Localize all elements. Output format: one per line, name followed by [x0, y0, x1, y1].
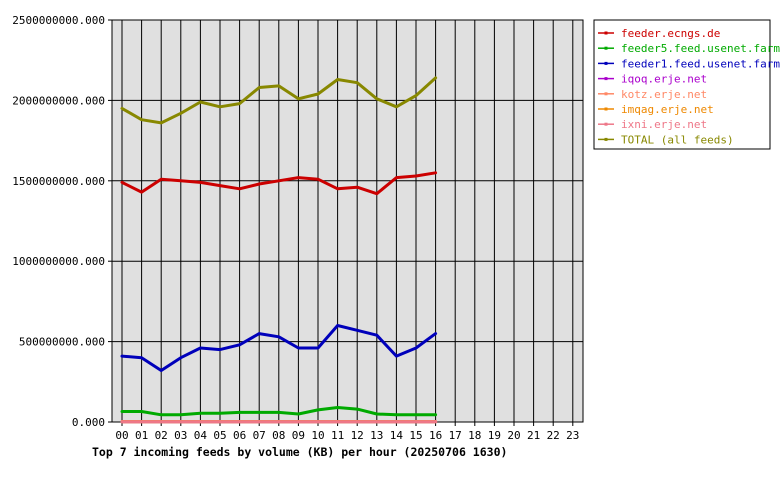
x-tick-label: 17	[449, 429, 462, 442]
x-tick-label: 14	[390, 429, 404, 442]
y-tick-label: 500000000.000	[19, 336, 105, 349]
x-tick-label: 01	[135, 429, 148, 442]
y-tick-label: 1000000000.000	[12, 255, 105, 268]
legend-marker	[604, 77, 608, 81]
legend-label: imqag.erje.net	[621, 103, 714, 116]
x-tick-label: 06	[233, 429, 246, 442]
x-tick-label: 08	[272, 429, 285, 442]
series-line	[120, 171, 438, 196]
legend-marker	[604, 107, 608, 111]
x-tick-label: 23	[566, 429, 579, 442]
x-tick-label: 22	[547, 429, 560, 442]
series-line	[120, 406, 438, 417]
legend-label: feeder5.feed.usenet.farm	[621, 42, 780, 55]
legend-marker	[604, 92, 608, 96]
legend-label: kotz.erje.net	[621, 88, 707, 101]
legend-label: feeder1.feed.usenet.farm	[621, 57, 780, 70]
x-tick-label: 07	[253, 429, 266, 442]
legend-label: TOTAL (all feeds)	[621, 133, 734, 146]
series-line	[120, 324, 438, 372]
x-axis-ticks: 00 01 02 03 04 05 06 07 08 09 10 11 12 13 14 15 16 17 18 19…	[115, 422, 579, 442]
legend-marker	[604, 137, 608, 141]
x-tick-label: 04	[194, 429, 208, 442]
x-tick-label: 19	[488, 429, 501, 442]
plot-area	[111, 19, 584, 423]
x-tick-label: 16	[429, 429, 442, 442]
x-tick-label: 21	[527, 429, 540, 442]
series-line	[120, 76, 438, 125]
legend-label: feeder.ecngs.de	[621, 27, 720, 40]
x-tick-label: 12	[351, 429, 364, 442]
x-tick-label: 09	[292, 429, 305, 442]
legend-marker	[604, 61, 608, 65]
x-tick-label: 11	[331, 429, 344, 442]
x-tick-label: 00	[115, 429, 128, 442]
x-tick-label: 20	[507, 429, 520, 442]
legend: feeder.ecngs.de feeder5.feed.usenet.farm f…	[593, 19, 780, 150]
y-tick-label: 1500000000.000	[12, 175, 105, 188]
x-tick-label: 18	[468, 429, 481, 442]
chart-title: Top 7 incoming feeds by volume (KB) per …	[92, 445, 507, 459]
x-tick-label: 13	[370, 429, 383, 442]
x-tick-label: 02	[155, 429, 168, 442]
legend-marker	[604, 31, 608, 35]
x-tick-label: 15	[409, 429, 422, 442]
legend-box	[593, 19, 771, 150]
y-tick-label: 2000000000.000	[12, 94, 105, 107]
series-lines	[120, 76, 438, 424]
legend-marker	[604, 122, 608, 126]
legend-label: ixni.erje.net	[621, 118, 707, 131]
y-axis-ticks: 0.000 500000000.000 1000000000.000 15000000…	[12, 14, 112, 429]
y-tick-label: 0.000	[72, 416, 105, 429]
x-tick-label: 05	[213, 429, 226, 442]
x-tick-label: 03	[174, 429, 187, 442]
y-tick-label: 2500000000.000	[12, 14, 105, 27]
legend-label: iqoq.erje.net	[621, 73, 707, 86]
legend-marker	[604, 46, 608, 50]
x-tick-label: 10	[311, 429, 324, 442]
